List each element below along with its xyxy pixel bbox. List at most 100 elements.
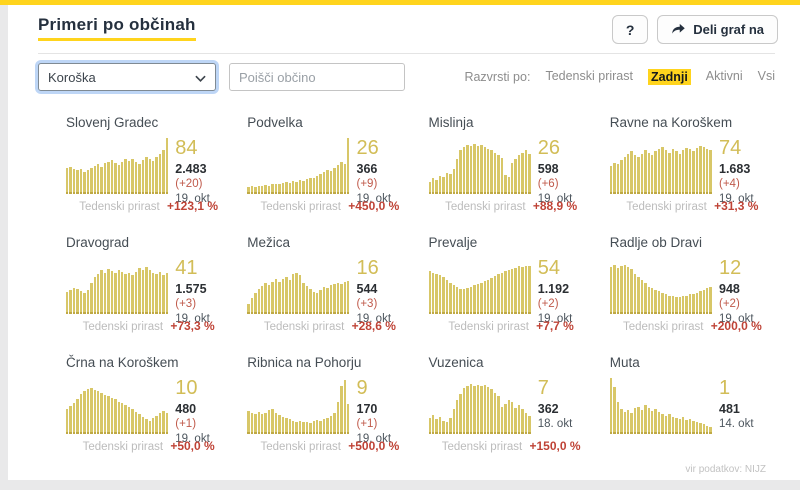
bar <box>247 411 250 434</box>
bar <box>158 272 162 314</box>
bar <box>517 266 521 314</box>
share-arrow-icon <box>671 23 686 36</box>
growth-value: +450,0 % <box>348 199 400 213</box>
bar <box>651 288 654 314</box>
bar <box>285 182 288 194</box>
chart-info: 54 1.192 (+2) 19. okt <box>537 257 594 325</box>
bar <box>681 417 685 434</box>
bar <box>145 157 148 194</box>
bar <box>295 421 298 434</box>
bar <box>295 272 298 314</box>
sort-option-tedenski-prirast[interactable]: Tedenski prirast <box>545 69 633 83</box>
bar <box>507 177 510 194</box>
bar <box>250 186 254 194</box>
date-label: 14. okt <box>719 418 754 431</box>
bar <box>90 282 93 314</box>
bar <box>264 282 267 314</box>
bar <box>271 409 274 434</box>
sort-option-zadnji[interactable]: Zadnji <box>647 69 691 85</box>
municipality-name: Muta <box>609 355 640 370</box>
delta-value: (+1) <box>356 418 378 431</box>
bar <box>504 403 507 434</box>
total-value: 1.575 <box>175 282 207 296</box>
bar <box>141 160 145 194</box>
bar <box>626 410 630 434</box>
bar <box>435 419 438 434</box>
bar <box>66 168 69 194</box>
bar <box>511 402 514 434</box>
bar <box>298 275 302 314</box>
total-value: 544 <box>356 282 378 296</box>
municipality-name: Mislinja <box>428 115 474 130</box>
bar <box>285 277 288 314</box>
bar-chart <box>66 378 169 434</box>
bar <box>316 420 319 434</box>
bar <box>626 153 630 194</box>
municipality-name: Ravne na Koroškem <box>609 115 733 130</box>
growth-row: Tedenski prirast +7,7 % <box>429 319 594 333</box>
bar <box>127 160 131 194</box>
bar <box>312 421 315 434</box>
bar <box>333 413 336 434</box>
sort-option-vsi[interactable]: Vsi <box>757 69 775 83</box>
bar <box>620 409 623 434</box>
bar <box>131 158 134 194</box>
last-value: 10 <box>175 377 198 399</box>
bar <box>473 143 476 194</box>
bar <box>264 413 267 434</box>
region-select[interactable]: Koroška <box>38 63 216 91</box>
bar <box>524 412 528 434</box>
delta-value: (+6) <box>537 178 559 191</box>
page-title: Primeri po občinah <box>38 15 196 41</box>
bar <box>319 421 322 434</box>
bar <box>675 151 678 194</box>
bar <box>103 394 107 434</box>
bar <box>107 161 110 194</box>
bar <box>124 159 127 194</box>
bar-chart <box>609 258 712 314</box>
search-input[interactable] <box>229 63 405 91</box>
bar <box>490 150 493 194</box>
bar <box>616 401 620 434</box>
last-value: 54 <box>537 257 560 279</box>
bar <box>483 280 486 314</box>
growth-label: Tedenski prirast <box>441 441 523 453</box>
bar <box>651 411 654 434</box>
bar <box>148 158 151 194</box>
bar <box>685 420 688 434</box>
bar <box>247 303 250 314</box>
chart-row: 26 366 (+9) 19. okt <box>247 137 412 205</box>
bar <box>476 284 480 314</box>
bar <box>428 271 431 314</box>
last-value: 26 <box>356 137 379 159</box>
help-button[interactable]: ? <box>612 15 649 44</box>
bar <box>145 266 148 314</box>
share-button-label: Deli graf na <box>693 22 764 37</box>
municipality-card: Muta 1 481 14. okt <box>609 355 775 453</box>
bar <box>438 416 442 434</box>
date-label: 19. okt <box>356 193 392 206</box>
bar <box>72 288 76 314</box>
bar <box>452 409 455 434</box>
municipality-name: Slovenj Gradec <box>66 115 159 130</box>
chart-row: 12 948 (+2) 19. okt <box>609 258 775 325</box>
bar <box>438 275 442 314</box>
bar <box>134 411 138 434</box>
bar-chart <box>428 258 531 314</box>
bar <box>250 412 254 434</box>
bar <box>681 296 685 314</box>
chart-row: 7 362 18. okt <box>428 378 594 434</box>
bar <box>93 166 96 194</box>
bar <box>497 154 500 194</box>
bar-chart <box>66 138 169 194</box>
share-button[interactable]: Deli graf na <box>657 15 778 44</box>
chart-info: 7 362 18. okt <box>538 378 594 434</box>
municipality-card: Ravne na Koroškem 74 1.683 (+4) 19. okt … <box>609 115 775 213</box>
bar <box>462 146 466 194</box>
bar <box>69 406 72 434</box>
growth-row: Tedenski prirast +150,0 % <box>429 439 594 453</box>
bar-chart <box>609 138 712 194</box>
bar <box>114 399 117 434</box>
bar <box>452 168 455 194</box>
sort-option-aktivni[interactable]: Aktivni <box>705 69 743 83</box>
